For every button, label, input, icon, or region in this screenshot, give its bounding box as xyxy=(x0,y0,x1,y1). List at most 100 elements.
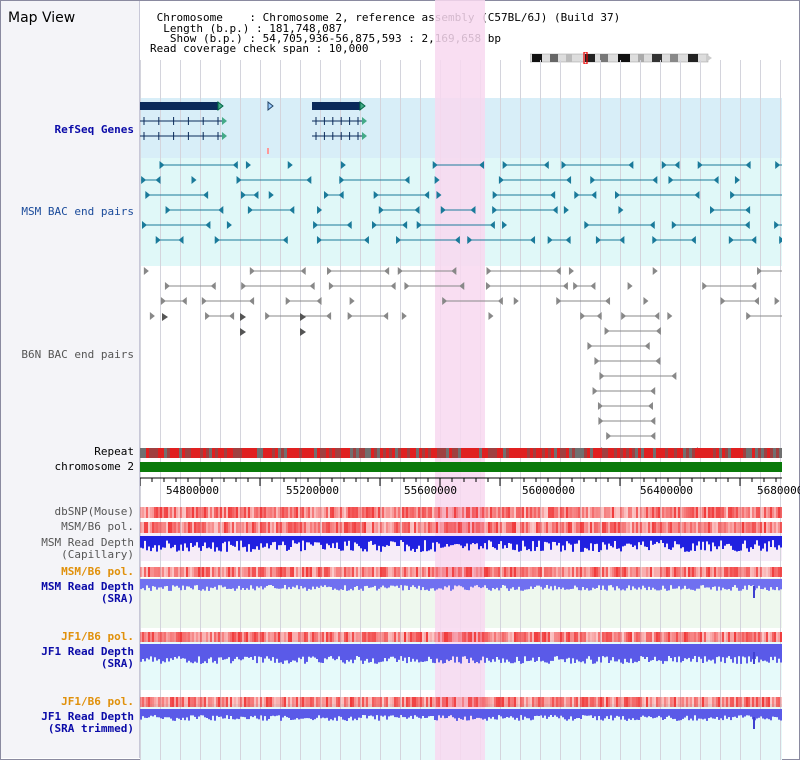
gene-block xyxy=(140,102,218,110)
read-depth-bar xyxy=(640,709,642,717)
read-depth-bar xyxy=(256,579,258,587)
heat-cell xyxy=(204,567,206,577)
bac-end-marker xyxy=(404,282,410,290)
refseq-genes-label[interactable]: RefSeq Genes xyxy=(54,123,134,136)
read-depth-bar xyxy=(716,644,718,658)
heat-cell xyxy=(456,567,458,577)
heat-cell xyxy=(312,567,314,577)
heat-cell xyxy=(382,697,384,707)
read-depth-bar xyxy=(484,709,486,719)
bac-end-marker xyxy=(690,236,696,244)
heat-cell xyxy=(390,507,392,518)
msm-b6-pol-label[interactable]: MSM/B6 pol. xyxy=(61,520,134,533)
msm-read-depth-capillary-label[interactable]: MSM Read Depth xyxy=(41,536,134,549)
msm-read-depth-sra-label[interactable]: MSM Read Depth xyxy=(41,580,134,593)
heat-cell xyxy=(770,567,772,577)
heat-cell xyxy=(424,567,426,577)
heat-cell xyxy=(712,697,714,707)
read-depth-bar xyxy=(594,579,596,589)
jf1-read-depth-label[interactable]: JF1 Read Depth xyxy=(41,645,134,658)
read-depth-bar xyxy=(310,709,312,719)
heat-cell xyxy=(328,507,330,518)
read-depth-bar xyxy=(436,579,438,590)
heat-cell xyxy=(692,567,694,577)
read-depth-bar xyxy=(712,709,714,719)
read-depth-bar xyxy=(342,709,344,720)
jf1-b6-pol-2-label[interactable]: JF1/B6 pol. xyxy=(61,695,134,708)
repeat-segment xyxy=(713,448,716,458)
read-depth-bar xyxy=(258,709,260,720)
jf1-read-depth-trimmed-label[interactable]: JF1 Read Depth xyxy=(41,710,134,723)
read-depth-bar xyxy=(220,579,222,586)
heat-cell xyxy=(720,507,722,518)
heat-cell xyxy=(616,522,618,533)
heat-cell xyxy=(214,697,216,707)
repeat-segment xyxy=(758,448,761,458)
heat-cell xyxy=(346,697,348,707)
heat-cell xyxy=(518,697,520,707)
heat-cell xyxy=(740,507,742,518)
genome-track-canvas[interactable] xyxy=(140,0,782,760)
read-depth-bar xyxy=(164,579,166,587)
read-depth-bar xyxy=(538,536,540,541)
gene-strand-arrow xyxy=(362,117,367,125)
read-depth-bar xyxy=(290,536,292,547)
heat-cell xyxy=(330,632,332,642)
heat-cell xyxy=(282,567,284,577)
read-depth-bar xyxy=(668,536,670,550)
read-depth-bar xyxy=(514,644,516,663)
b6n-bac-end-pairs-label[interactable]: B6N BAC end pairs xyxy=(21,348,134,361)
heat-cell xyxy=(388,522,390,533)
jf1-b6-pol-label[interactable]: JF1/B6 pol. xyxy=(61,630,134,643)
read-depth-bar xyxy=(522,644,524,664)
read-depth-bar xyxy=(202,709,204,716)
read-depth-bar xyxy=(244,579,246,590)
read-depth-bar xyxy=(702,536,704,542)
msm-bac-end-pairs-label[interactable]: MSM BAC end pairs xyxy=(21,205,134,218)
heat-cell xyxy=(378,697,380,707)
heat-cell xyxy=(566,567,568,577)
read-depth-bar xyxy=(590,644,592,660)
read-depth-bar xyxy=(196,644,198,663)
repeat-segment xyxy=(299,448,302,458)
dbsnp-label[interactable]: dbSNP(Mouse) xyxy=(54,505,134,518)
repeat-segment xyxy=(731,448,734,458)
heat-cell xyxy=(268,567,270,577)
bac-end-marker xyxy=(253,191,259,199)
read-depth-bar xyxy=(664,536,666,548)
heat-cell xyxy=(482,697,484,707)
read-depth-bar xyxy=(228,709,230,719)
read-depth-bar xyxy=(240,644,242,661)
read-depth-bar xyxy=(734,644,736,658)
bac-end-marker xyxy=(245,161,251,169)
read-depth-bar xyxy=(388,644,390,659)
heat-cell xyxy=(580,522,582,533)
read-depth-bar xyxy=(704,579,706,588)
heat-cell xyxy=(360,567,362,577)
repeat-label[interactable]: Repeat xyxy=(94,445,134,458)
read-depth-bar xyxy=(666,536,668,544)
read-depth-bar xyxy=(270,579,272,585)
read-depth-bar xyxy=(622,644,624,664)
msm-b6-pol-sra-label[interactable]: MSM/B6 pol. xyxy=(61,565,134,578)
heat-cell xyxy=(334,697,336,707)
chromosome-ideogram[interactable] xyxy=(530,52,712,64)
read-depth-bar xyxy=(746,709,748,716)
heat-cell xyxy=(764,507,766,518)
read-depth-bar xyxy=(424,644,426,662)
read-depth-bar xyxy=(522,579,524,591)
heat-cell xyxy=(206,507,208,518)
heat-cell xyxy=(518,522,520,533)
read-depth-bar xyxy=(574,579,576,586)
read-depth-bar xyxy=(348,579,350,591)
chromosome-label[interactable]: chromosome 2 xyxy=(54,460,134,473)
heat-cell xyxy=(240,697,242,707)
heat-cell xyxy=(736,567,738,577)
heat-cell xyxy=(166,522,168,533)
read-depth-bar xyxy=(672,536,674,548)
heat-cell xyxy=(308,522,310,533)
repeat-segment xyxy=(542,448,545,458)
heat-cell xyxy=(542,522,544,533)
read-depth-bar xyxy=(488,709,490,718)
read-depth-bar xyxy=(352,644,354,664)
